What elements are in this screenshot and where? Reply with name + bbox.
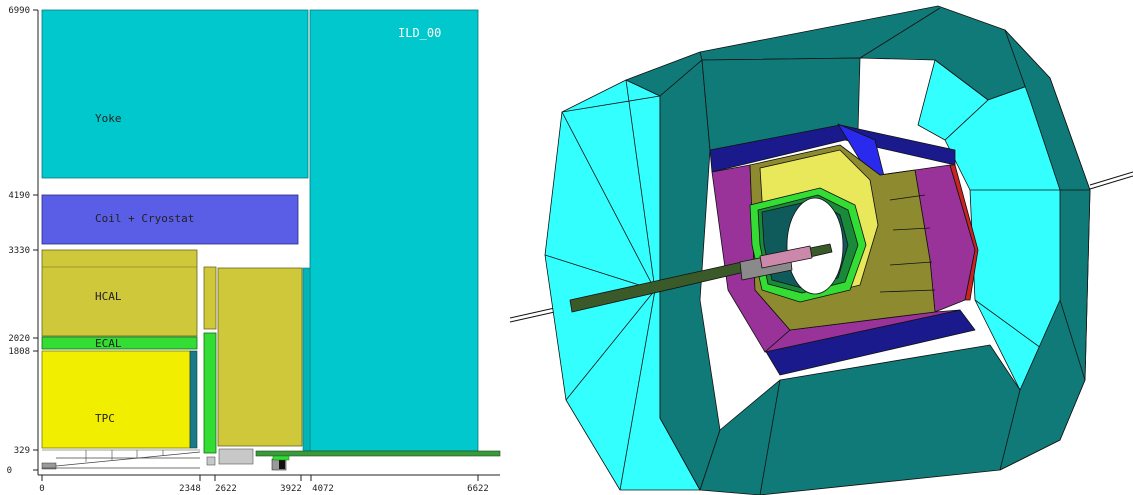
z-tick-label: 2622 <box>215 484 237 494</box>
tpc-opening <box>786 197 844 295</box>
yoke-ring-right <box>999 29 1091 471</box>
edge <box>759 379 781 495</box>
yoke-plug <box>302 267 311 452</box>
edge <box>561 95 661 113</box>
beampipe-forward <box>255 450 501 457</box>
edge <box>889 194 926 201</box>
qd0 <box>272 455 290 461</box>
beamline-right <box>1089 175 1133 190</box>
z-tick-label: 2348 <box>179 484 201 494</box>
r-ticks: 6990 4190 3330 2020 1808 329 0 <box>7 6 38 476</box>
hcal-endcap <box>217 267 303 447</box>
red-edge <box>949 164 979 301</box>
edge <box>859 7 941 59</box>
r-tick-label: 4190 <box>8 191 30 201</box>
coil-cryostat <box>41 194 299 245</box>
beamcal-core <box>279 460 285 469</box>
r-tick-label: 0 <box>7 466 12 476</box>
yoke-barrel <box>41 9 309 179</box>
tpc <box>41 350 191 449</box>
label-tpc: TPC <box>95 412 115 425</box>
lumical <box>218 448 254 465</box>
label-hcal: HCAL <box>95 290 122 303</box>
lhcal <box>206 456 216 466</box>
yoke-endcap-right-top <box>917 59 989 141</box>
z-tick-label: 6622 <box>467 484 489 494</box>
edge <box>879 169 916 176</box>
cross-section-panel: Yoke Coil + Cryostat HCAL ECAL TPC ILD_0… <box>7 6 501 494</box>
label-ecal: ECAL <box>95 337 122 350</box>
z-tick-label: 3922 <box>280 484 302 494</box>
hcal-ring <box>203 266 217 330</box>
z-ticks: 0 2348 2622 3922 4072 6622 <box>39 475 489 494</box>
ecal-endcap <box>203 332 217 454</box>
r-tick-label: 329 <box>14 446 30 456</box>
edge <box>544 254 656 291</box>
yoke-endcap <box>309 9 479 452</box>
edge <box>561 111 656 291</box>
vertex-pink <box>759 245 813 269</box>
edge <box>879 289 936 293</box>
edge <box>699 51 703 61</box>
beamline-right <box>1089 171 1133 186</box>
yoke-barrel-bottom <box>699 344 1061 495</box>
edge <box>1059 299 1086 381</box>
r-tick-label: 3330 <box>8 246 30 256</box>
label-coil: Coil + Cryostat <box>95 212 194 225</box>
detector-model-label: ILD_00 <box>398 26 441 40</box>
beampipe-cone <box>55 451 201 467</box>
edge <box>889 261 933 266</box>
ecal-barrel <box>41 336 198 350</box>
label-yoke: Yoke <box>95 112 122 125</box>
tpc-endplate <box>189 350 198 449</box>
r-tick-label: 6990 <box>8 6 30 16</box>
z-tick-label: 4072 <box>312 484 334 494</box>
r-tick-label: 1808 <box>8 347 30 357</box>
edge <box>619 289 656 491</box>
edge <box>565 289 656 401</box>
edge <box>892 227 931 231</box>
edge <box>625 79 656 291</box>
z-tick-label: 0 <box>39 484 44 494</box>
r-tick-label: 2020 <box>8 334 30 344</box>
cutaway-3d-panel <box>509 5 1133 495</box>
hcal-barrel <box>41 249 198 337</box>
